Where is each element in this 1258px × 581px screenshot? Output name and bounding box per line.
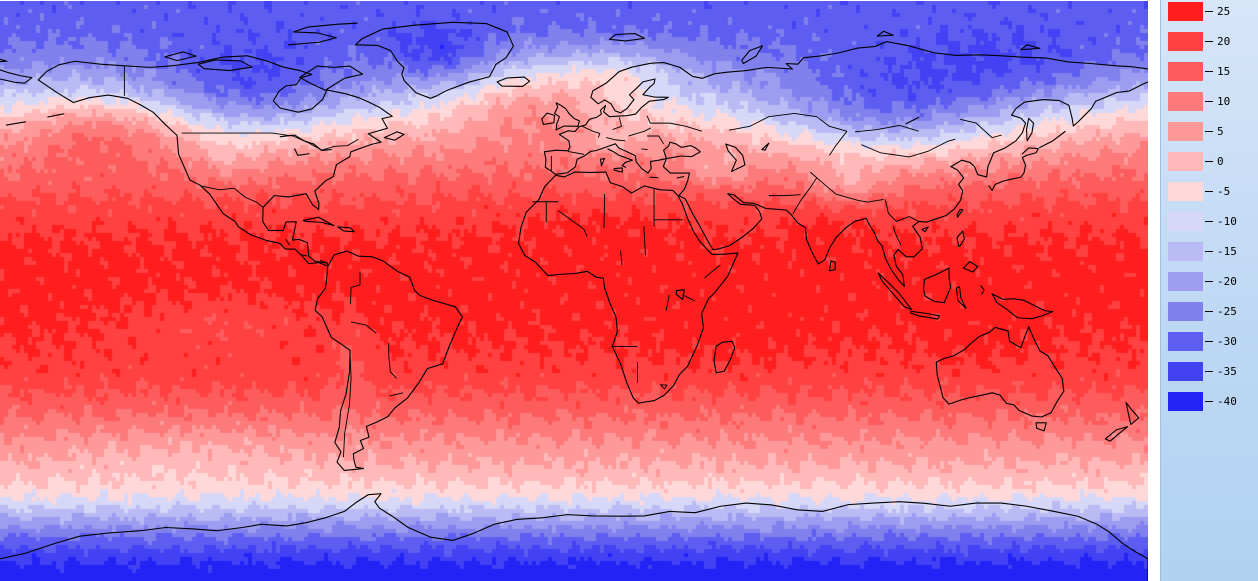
antarctica-coastline <box>0 494 1148 581</box>
chukotka-coastline <box>0 59 32 83</box>
canadian-arctic-islands-coastline <box>165 23 363 90</box>
eurasia-arctic-europe-coast-coastline <box>544 42 1148 152</box>
legend-tick <box>1205 131 1213 132</box>
legend-label: 15 <box>1217 65 1231 78</box>
legend-label: 20 <box>1217 35 1231 48</box>
legend-label: -20 <box>1217 275 1237 288</box>
usa-canada <box>182 133 359 150</box>
legend-row: -25 <box>1168 302 1258 321</box>
legend-tick <box>1205 281 1213 282</box>
legend-label: 10 <box>1217 95 1231 108</box>
taiwan-hainan-coastline <box>922 209 963 231</box>
legend-swatch <box>1168 242 1203 261</box>
legend-swatch <box>1168 122 1203 141</box>
legend-swatch <box>1168 152 1203 171</box>
italy-sicily-sardinia-coastline <box>600 149 632 172</box>
eurasia-south-coast-coastline <box>544 82 1148 287</box>
legend-label: -35 <box>1217 365 1237 378</box>
asia-borders <box>729 113 1002 245</box>
legend-row: 15 <box>1168 62 1258 81</box>
north-america-coastline <box>38 56 392 266</box>
legend-row: 5 <box>1168 122 1258 141</box>
lakes-coastline <box>280 117 918 299</box>
africa-borders <box>532 189 720 389</box>
south-america-borders <box>343 271 403 457</box>
legend-tick <box>1205 401 1213 402</box>
legend-swatch <box>1168 212 1203 231</box>
legend-tick <box>1205 161 1213 162</box>
legend-swatch <box>1168 182 1203 201</box>
legend-label: -5 <box>1217 185 1231 198</box>
central-america <box>286 239 327 263</box>
legend-swatch <box>1168 2 1203 21</box>
japan-coastline <box>989 148 1038 191</box>
indonesia-coastline <box>878 268 984 319</box>
legend-row: -15 <box>1168 242 1258 261</box>
legend-row: 20 <box>1168 32 1258 51</box>
legend-swatch <box>1168 272 1203 291</box>
legend-tick <box>1205 191 1213 192</box>
legend-label: -30 <box>1217 335 1237 348</box>
new-guinea-coastline <box>992 294 1053 319</box>
legend-label: 0 <box>1217 155 1224 168</box>
aleutians-kurils-coastline <box>6 114 1065 148</box>
new-zealand-coastline <box>1105 402 1138 441</box>
newfoundland-coastline <box>384 132 404 140</box>
caribbean-islands-coastline <box>303 217 354 232</box>
legend-swatch <box>1168 392 1203 411</box>
legend-tick <box>1205 71 1213 72</box>
legend-row: -10 <box>1168 212 1258 231</box>
legend-row: -30 <box>1168 332 1258 351</box>
usa-mexico <box>201 186 264 208</box>
legend-row: -20 <box>1168 272 1258 291</box>
caspian-aral-coastline <box>726 143 769 171</box>
legend-swatch <box>1168 32 1203 51</box>
south-america-coastline <box>315 251 462 470</box>
legend-row: -35 <box>1168 362 1258 381</box>
legend-row: 25 <box>1168 2 1258 21</box>
crete-cyprus-coastline <box>650 177 684 178</box>
legend-row: 10 <box>1168 92 1258 111</box>
legend-label: 5 <box>1217 125 1224 138</box>
legend-label: -10 <box>1217 215 1237 228</box>
legend-tick <box>1205 341 1213 342</box>
tasmania-coastline <box>1036 423 1046 431</box>
black-sea-coastline <box>664 142 701 158</box>
legend-tick <box>1205 251 1213 252</box>
legend-label: 25 <box>1217 5 1231 18</box>
legend-tick <box>1205 101 1213 102</box>
legend-tick <box>1205 371 1213 372</box>
sakhalin-coastline <box>1027 118 1034 141</box>
europe-borders <box>551 116 702 171</box>
arctic-islands-eurasia-coastline <box>609 31 1040 63</box>
coastline-border-overlay <box>0 1 1148 581</box>
philippines-coastline <box>957 231 978 272</box>
legend-row: 0 <box>1168 152 1258 171</box>
iceland-coastline <box>497 77 530 86</box>
legend-swatch <box>1168 92 1203 111</box>
british-isles-coastline <box>542 103 580 130</box>
legend-tick <box>1205 41 1213 42</box>
africa-coastline <box>519 172 738 403</box>
sri-lanka-coastline <box>829 261 835 271</box>
legend-swatch <box>1168 62 1203 81</box>
greenland-coastline <box>356 22 514 98</box>
color-scale-legend: 25 20 15 10 5 0 -5 -10 -15 -20 -25 -30 -35 -40 <box>1160 0 1258 581</box>
australia-coastline <box>936 327 1064 417</box>
legend-swatch <box>1168 302 1203 321</box>
legend-tick <box>1205 11 1213 12</box>
legend-label: -15 <box>1217 245 1237 258</box>
legend-tick <box>1205 311 1213 312</box>
world-temperature-map <box>0 1 1148 581</box>
madagascar-coastline <box>714 341 735 373</box>
legend-swatch <box>1168 332 1203 351</box>
legend-swatch <box>1168 362 1203 381</box>
legend-label: -40 <box>1217 395 1237 408</box>
legend-row: -40 <box>1168 392 1258 411</box>
legend-tick <box>1205 221 1213 222</box>
legend-row: -5 <box>1168 182 1258 201</box>
legend-label: -25 <box>1217 305 1237 318</box>
